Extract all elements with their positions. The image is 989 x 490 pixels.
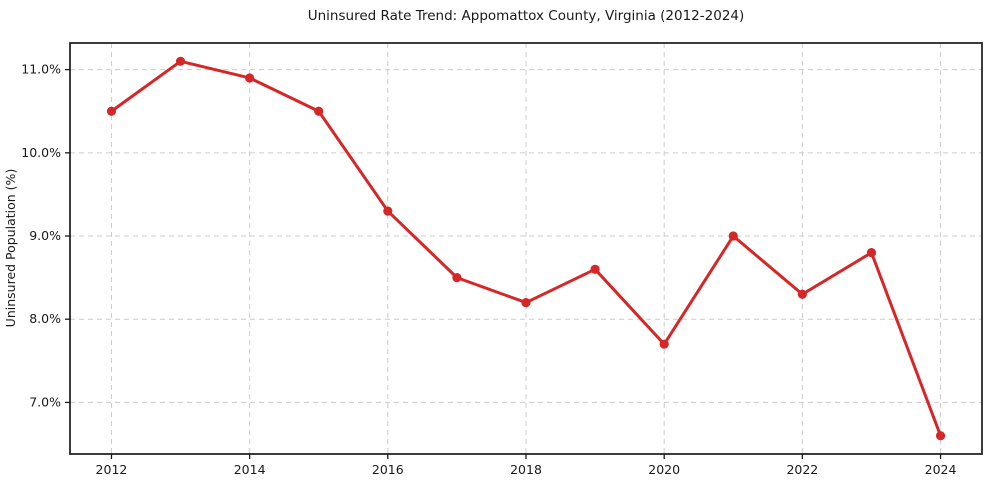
data-point-2017 bbox=[452, 273, 462, 283]
plot-border bbox=[69, 42, 983, 455]
data-point-2023 bbox=[866, 248, 877, 258]
trend-line-series bbox=[106, 56, 946, 441]
y-tick-label: 11.0% bbox=[21, 62, 61, 77]
axis-ticks bbox=[65, 68, 942, 459]
x-tick-label: 2022 bbox=[786, 462, 818, 477]
data-point-2022 bbox=[797, 289, 807, 299]
y-tick-label: 8.0% bbox=[29, 311, 61, 326]
x-tick-label: 2018 bbox=[510, 462, 542, 477]
data-point-2021 bbox=[728, 231, 738, 241]
x-tick-label: 2014 bbox=[234, 462, 266, 477]
data-point-2016 bbox=[383, 206, 393, 216]
data-point-2012 bbox=[106, 106, 117, 116]
data-point-2015 bbox=[314, 106, 324, 116]
data-point-2018 bbox=[521, 297, 531, 308]
x-tick-label: 2020 bbox=[648, 462, 680, 477]
chart-title: Uninsured Rate Trend: Appomattox County,… bbox=[308, 8, 745, 24]
data-point-2024 bbox=[935, 431, 946, 441]
y-tick-label: 9.0% bbox=[29, 228, 61, 243]
data-point-2014 bbox=[245, 73, 255, 83]
data-point-2013 bbox=[175, 56, 186, 66]
x-tick-label: 2016 bbox=[372, 462, 404, 477]
x-tick-label: 2012 bbox=[96, 462, 128, 477]
y-tick-label: 7.0% bbox=[29, 394, 61, 409]
axis-tick-labels: 2012 2014 2016 2018 2020 2022 2024 7.0% 8.0% 9.0%… bbox=[21, 62, 956, 477]
y-tick-label: 10.0% bbox=[21, 145, 61, 160]
gridlines bbox=[70, 43, 982, 454]
data-point-2019 bbox=[590, 264, 600, 274]
data-point-2020 bbox=[659, 339, 669, 349]
x-tick-label: 2024 bbox=[925, 462, 957, 477]
y-axis-label: Uninsured Population (%) bbox=[3, 169, 18, 328]
